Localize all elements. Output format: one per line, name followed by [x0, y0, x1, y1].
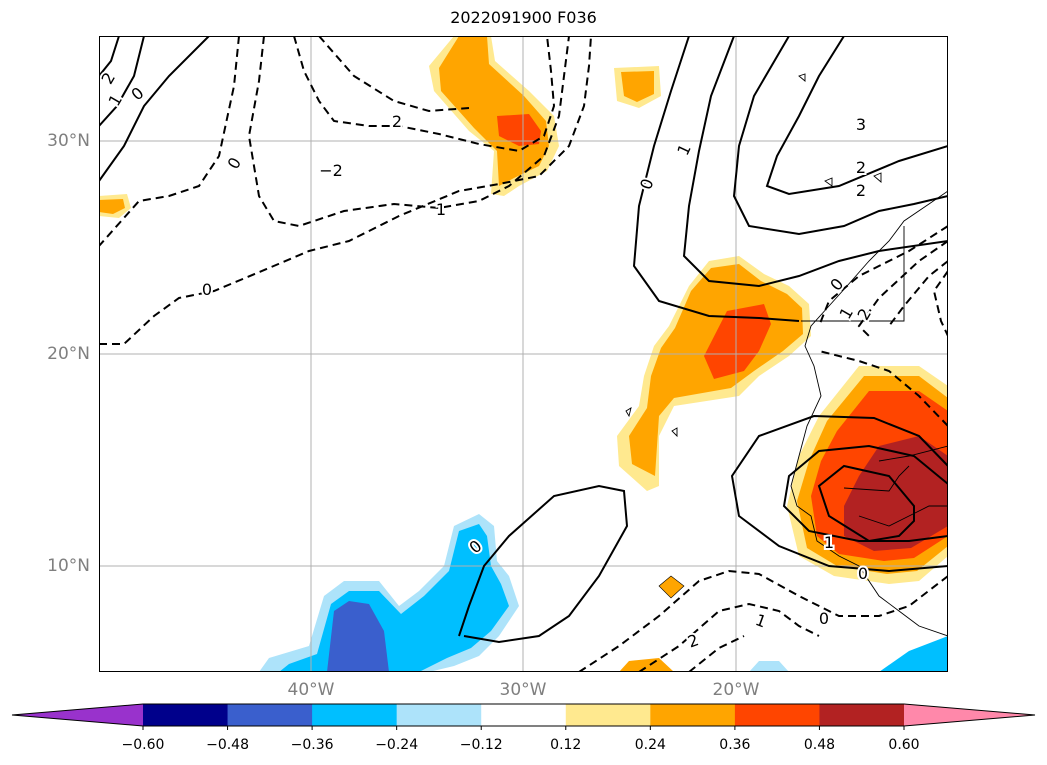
coast-canary-2 — [824, 177, 833, 187]
shade-east-blob-core — [844, 436, 948, 551]
colorbar-extend-high — [904, 704, 1035, 726]
contour-dash-se-upper — [818, 350, 948, 427]
contour-label: 0 — [223, 154, 245, 172]
colorbar-tick-label: 0.60 — [888, 737, 920, 753]
colorbar-cell — [396, 704, 482, 726]
lat-label: 30°N — [47, 131, 90, 151]
contour-dash-2 — [247, 36, 570, 228]
map-canvas: 2 1 0 2 −2 0 1 0 0 1 3 2 2 0 1 2 1 0 0 1… — [99, 36, 948, 672]
contour-dash-se-1 — [578, 569, 948, 672]
contour-dash-east-3 — [888, 260, 948, 327]
shade-neg-bottom-east — [879, 636, 948, 672]
lat-label: 10°N — [47, 556, 90, 576]
contour-label: 3 — [856, 115, 866, 134]
contour-label: 1 — [436, 200, 446, 219]
solid-contours — [99, 36, 948, 644]
shade-plume-north-core — [497, 114, 541, 146]
contour-dash-se-3 — [688, 635, 745, 672]
contour-solid-mid-1 — [682, 36, 948, 288]
coast-border-3 — [858, 505, 948, 527]
contour-dash-east-1 — [818, 225, 948, 327]
lon-label: 40°W — [287, 680, 335, 700]
contour-solid-south — [458, 484, 629, 644]
contour-label: 0 — [826, 274, 847, 294]
colorbar-cell — [312, 704, 398, 726]
lat-label: 20°N — [47, 344, 90, 364]
contour-solid-nw-3 — [99, 36, 210, 182]
contour-dash-east-4 — [932, 270, 948, 337]
contour-label: 2 — [392, 112, 402, 131]
shade-central-band-core — [704, 304, 771, 379]
contour-solid-se-inner — [817, 464, 915, 543]
colorbar-tick-label: −0.36 — [290, 737, 334, 753]
contour-label: 0 — [858, 564, 868, 583]
colorbar-cell — [227, 704, 313, 726]
contour-solid-se-mid — [782, 444, 948, 542]
colorbar-tick-label: −0.60 — [121, 737, 165, 753]
shade-bottom-diamond — [658, 575, 685, 599]
contour-label: 1 — [753, 610, 769, 631]
map-panel: 2 1 0 2 −2 0 1 0 0 1 3 2 2 0 1 2 1 0 0 1… — [99, 36, 948, 672]
lon-label: 20°W — [712, 680, 760, 700]
coastlines — [625, 73, 948, 637]
contour-dash-4 — [318, 36, 470, 113]
colorbar-cell — [481, 704, 567, 726]
contour-label: 0 — [202, 280, 212, 299]
contour-dash-0 — [99, 36, 592, 345]
map-title: 2022091900 F036 — [450, 8, 597, 27]
coast-cabo-verde-2 — [671, 427, 678, 438]
negative-shading — [259, 514, 948, 672]
contour-solid-mid-2 — [732, 36, 948, 236]
colorbar-tick-label: −0.24 — [375, 737, 419, 753]
colorbar-tick-label: 0.24 — [634, 737, 666, 753]
colorbar-tick-label: 0.36 — [719, 737, 751, 753]
lon-label: 30°W — [499, 680, 547, 700]
contour-dash-1 — [99, 36, 240, 247]
colorbar-tick-label: −0.48 — [206, 737, 249, 753]
graticule — [99, 36, 948, 672]
coast-canary-1 — [798, 73, 806, 82]
contour-label: 2 — [856, 181, 866, 200]
shade-left-edge-inner — [99, 199, 125, 214]
contour-solid-mid-3 — [765, 36, 948, 196]
contour-label: 1 — [673, 141, 695, 158]
dashed-contours — [99, 36, 948, 672]
colorbar-cell — [650, 704, 736, 726]
coast-cabo-verde-1 — [625, 407, 632, 418]
shade-small-north-inner — [621, 71, 654, 102]
contour-label: 2 — [685, 630, 701, 651]
contour-solid-mid-0 — [632, 36, 800, 322]
contour-dash-3 — [293, 36, 556, 153]
colorbar — [11, 703, 1036, 730]
colorbar-cell — [143, 704, 229, 726]
contour-dash-se-2 — [638, 602, 820, 672]
contour-solid-se-outer — [730, 414, 948, 573]
coast-border-1 — [801, 226, 905, 322]
colorbar-tick-label: −0.12 — [459, 737, 503, 753]
shade-neg-bottom-mid — [749, 661, 789, 672]
contour-label: 2 — [856, 158, 866, 177]
contour-label: 2 — [99, 69, 119, 87]
coast-west-africa — [790, 190, 948, 637]
contour-solid-nw-1 — [99, 36, 120, 77]
colorbar-cell — [819, 704, 905, 726]
contour-label: 0 — [819, 609, 829, 628]
coast-canary-3 — [873, 172, 882, 183]
contour-label: −2 — [319, 161, 343, 180]
colorbar-tick-label: 0.48 — [803, 737, 836, 753]
colorbar-tick-label: 0.12 — [550, 737, 582, 753]
colorbar-cell — [565, 704, 651, 726]
contour-label: 0 — [127, 83, 147, 104]
contour-dash-east-2 — [857, 240, 948, 337]
coast-border-4 — [878, 445, 948, 462]
shade-bottom-patch — [619, 658, 674, 672]
contour-solid-nw-2 — [99, 36, 145, 127]
contour-label: 1 — [824, 533, 834, 552]
colorbar-extend-low — [12, 704, 143, 726]
colorbar-cell — [734, 704, 820, 726]
shade-neg-southwest-core — [327, 601, 389, 672]
